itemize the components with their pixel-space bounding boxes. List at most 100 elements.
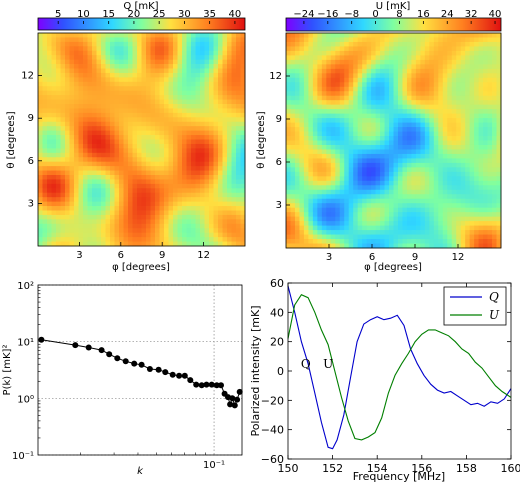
map-cell bbox=[335, 207, 341, 213]
map-cell bbox=[447, 46, 453, 52]
map-cell bbox=[38, 46, 43, 52]
map-cell bbox=[469, 189, 475, 195]
map-cell bbox=[397, 50, 403, 56]
map-cell bbox=[195, 86, 201, 92]
map-cell bbox=[492, 144, 497, 150]
map-cell bbox=[447, 144, 453, 150]
map-cell bbox=[231, 64, 237, 69]
map-cell bbox=[218, 90, 223, 96]
map-cell bbox=[469, 100, 475, 106]
map-cell bbox=[375, 180, 381, 186]
map-cell bbox=[105, 188, 111, 194]
map-cell bbox=[308, 225, 314, 231]
map-cell bbox=[321, 189, 327, 195]
map-cell bbox=[402, 41, 408, 47]
map-cell bbox=[47, 104, 52, 109]
map-cell bbox=[236, 161, 241, 167]
map-cell bbox=[456, 207, 462, 213]
map-cell bbox=[177, 152, 183, 158]
map-cell bbox=[209, 104, 214, 109]
map-cell bbox=[326, 180, 332, 186]
map-cell bbox=[110, 41, 115, 47]
map-cell bbox=[335, 212, 341, 218]
map-cell bbox=[186, 99, 192, 105]
map-cell bbox=[326, 239, 332, 244]
map-cell bbox=[433, 207, 439, 213]
map-cell bbox=[299, 212, 305, 218]
map-cell bbox=[155, 143, 160, 149]
map-cell bbox=[303, 185, 309, 191]
map-cell bbox=[469, 33, 475, 38]
map-cell bbox=[155, 201, 160, 207]
map-cell bbox=[406, 59, 412, 65]
map-cell bbox=[380, 221, 385, 227]
map-cell bbox=[474, 212, 480, 218]
map-cell bbox=[47, 55, 52, 61]
map-cell bbox=[137, 77, 142, 83]
map-cell bbox=[74, 201, 79, 207]
map-cell bbox=[218, 228, 223, 234]
map-cell bbox=[492, 100, 497, 106]
map-cell bbox=[308, 55, 314, 61]
map-cell bbox=[56, 232, 61, 238]
map-cell bbox=[227, 143, 232, 149]
map-cell bbox=[406, 50, 412, 56]
map-cell bbox=[411, 122, 417, 128]
map-cell bbox=[164, 166, 169, 171]
map-cell bbox=[87, 108, 93, 114]
map-cell bbox=[119, 41, 124, 47]
map-cell bbox=[286, 216, 291, 222]
map-cell bbox=[496, 176, 502, 182]
map-cell bbox=[353, 140, 359, 146]
map-cell bbox=[397, 243, 403, 249]
map-cell bbox=[132, 143, 138, 149]
map-cell bbox=[159, 206, 165, 211]
pi-y-tick-label: −20 bbox=[261, 394, 284, 407]
map-cell bbox=[344, 221, 350, 227]
map-cell bbox=[141, 46, 147, 52]
map-cell bbox=[433, 185, 439, 191]
map-cell bbox=[231, 188, 237, 194]
map-cell bbox=[397, 104, 403, 110]
map-cell bbox=[51, 135, 57, 140]
map-cell bbox=[406, 86, 412, 92]
map-cell bbox=[339, 113, 345, 119]
map-cell bbox=[415, 149, 421, 155]
map-cell bbox=[141, 50, 147, 56]
map-cell bbox=[451, 234, 457, 240]
map-cell bbox=[96, 201, 102, 207]
map-cell bbox=[92, 126, 97, 132]
map-cell bbox=[451, 167, 457, 173]
map-cell bbox=[155, 112, 160, 118]
map-cell bbox=[415, 95, 421, 101]
map-cell bbox=[335, 127, 341, 132]
map-cell bbox=[186, 46, 192, 52]
map-cell bbox=[496, 37, 502, 43]
map-cell bbox=[222, 175, 228, 180]
map-cell bbox=[119, 201, 124, 207]
map-cell bbox=[69, 214, 75, 220]
map-cell bbox=[195, 161, 201, 167]
map-cell bbox=[141, 68, 147, 74]
map-cell bbox=[393, 127, 399, 132]
map-cell bbox=[191, 46, 196, 52]
map-cell bbox=[78, 241, 84, 247]
map-cell bbox=[218, 188, 223, 194]
map-cell bbox=[415, 243, 421, 249]
colorbar-tick-label: 10 bbox=[77, 9, 90, 20]
map-cell bbox=[492, 37, 497, 43]
map-cell bbox=[222, 232, 228, 238]
map-cell bbox=[74, 179, 79, 185]
map-cell bbox=[384, 198, 390, 204]
map-cell bbox=[227, 90, 232, 96]
map-cell bbox=[209, 143, 214, 149]
map-cell bbox=[146, 148, 151, 154]
map-cell bbox=[204, 135, 210, 140]
map-cell bbox=[465, 95, 471, 101]
map-cell bbox=[128, 108, 133, 114]
map-cell bbox=[87, 183, 93, 189]
map-cell bbox=[60, 188, 66, 194]
map-cell bbox=[213, 188, 219, 194]
map-cell bbox=[290, 149, 296, 155]
map-cell bbox=[326, 127, 332, 132]
